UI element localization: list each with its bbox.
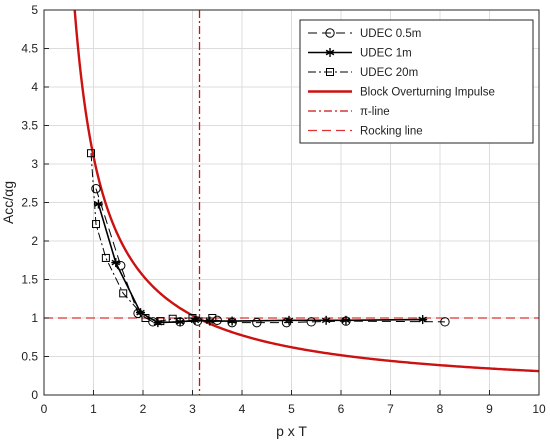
axes-frame [43,9,540,396]
point-circle [325,28,335,38]
y-tick-label: 0.5 [21,350,38,364]
point-circle [440,317,450,327]
point-square [141,314,150,322]
x-tick-label: 6 [338,402,345,416]
x-tick-label: 3 [189,402,196,416]
y-tick-label: 4.5 [21,42,38,56]
y-tick-label: 4 [31,80,38,94]
point-square [91,220,100,229]
legend-label: UDEC 0.5m [360,28,421,40]
legend: UDEC 0.5m UDEC 1m UDEC 20m Block Overturnin… [299,19,534,144]
y-tick-label: 3.5 [21,119,38,133]
point-asterisk [227,316,237,326]
y-axis-label: Acc/αg [0,181,16,224]
point-square [326,68,334,76]
legend-label: π-line [360,106,390,118]
legend-item: Rocking line [308,126,423,138]
x-tick-label: 2 [140,402,147,416]
point-asterisk [111,258,121,268]
legend-item: Block Overturning Impulse [308,87,495,99]
point-square [101,253,110,262]
point-asterisk [175,317,185,327]
x-tick-label: 4 [239,402,246,416]
x-tick-label: 8 [437,402,444,416]
point-square [87,149,96,158]
y-tick-label: 2.5 [21,196,38,210]
series-udec-20m [87,149,217,326]
point-asterisk [325,48,335,57]
point-square [188,314,197,322]
point-asterisk [93,199,103,209]
point-circle [91,183,101,194]
x-tick-label: 0 [41,402,48,416]
legend-item: UDEC 20m [308,67,418,79]
impulse-curve [73,10,539,373]
point-square [168,314,177,323]
point-asterisk [284,315,294,325]
y-tick-label: 1.5 [21,273,38,287]
point-square [119,289,128,298]
y-tick-label: 3 [31,157,38,171]
x-tick-label: 9 [486,402,493,416]
plot-layer [44,10,539,395]
legend-item: π-line [308,106,390,118]
x-tick-label: 7 [387,402,394,416]
x-axis-label: p x T [276,423,307,439]
legend-box [299,19,534,144]
point-circle [306,317,316,327]
y-tick-label: 5 [31,3,38,17]
legend-label: UDEC 1m [360,48,412,60]
point-circle [252,317,262,328]
legend-label: Block Overturning Impulse [360,87,495,99]
y-tick-label: 2 [31,234,38,248]
x-tick-label: 10 [532,402,546,416]
point-square [156,317,165,326]
point-asterisk [321,315,331,325]
point-asterisk [341,315,351,325]
axis-ticks: 0 1 2 3 4 5 6 7 8 9 10 0 0.5 1 1.5 2 2.5 3 3.5 4 4.5 5 [21,3,546,416]
y-tick-label: 0 [31,388,38,402]
plot-area [44,10,539,395]
series-line [90,153,213,322]
legend-label: UDEC 20m [360,67,418,79]
x-tick-label: 5 [288,402,295,416]
legend-label: Rocking line [360,126,423,138]
y-tick-label: 1 [31,311,38,325]
point-square [208,314,217,322]
x-tick-label: 1 [90,402,97,416]
point-asterisk [418,315,428,325]
legend-item: UDEC 1m [308,48,412,60]
legend-item: UDEC 0.5m [308,28,421,40]
